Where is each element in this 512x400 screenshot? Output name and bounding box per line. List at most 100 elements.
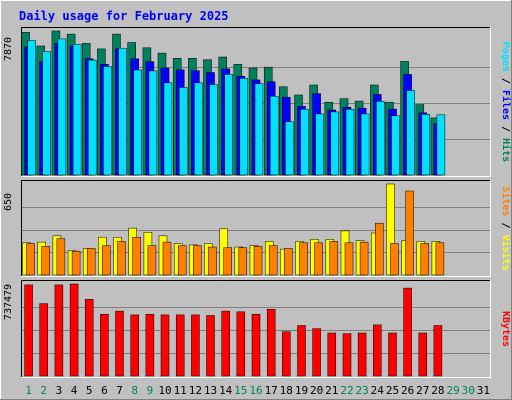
day-label-17: 17 [265,384,278,397]
bar-kbytes-day-24 [373,324,382,377]
day-label-11: 11 [174,384,187,397]
bar-sites-day-14 [223,247,232,276]
bar-pages-day-11 [178,87,188,176]
legend-hits: Hits [500,138,512,162]
bar-sites-day-13 [208,246,217,276]
day-label-24: 24 [371,384,385,397]
bar-pages-day-25 [391,115,400,176]
day-label-7: 7 [116,384,123,397]
bar-pages-day-27 [421,114,431,176]
bar-sites-day-23 [359,241,369,276]
bar-sites-day-6 [102,245,111,276]
day-label-28: 28 [431,384,444,397]
bar-kbytes-day-26 [403,287,412,377]
legend-separator: / [500,72,511,90]
day-label-27: 27 [416,384,429,397]
legend-sites: Sites [500,186,512,216]
chart-panels: 7870 Pages / Files / Hits 650 Sites / Visit… [3,27,512,378]
bar-pages-day-26 [406,90,415,176]
bar-pages-day-4 [72,43,82,176]
day-label-31: 31 [477,384,490,397]
bar-sites-day-28 [435,242,445,276]
day-label-8: 8 [131,384,138,397]
bar-kbytes-day-3 [54,284,64,377]
bar-kbytes-day-28 [433,325,443,377]
panel-legend: KBytes [500,311,511,347]
bar-sites-day-24 [375,222,384,276]
day-label-3: 3 [56,384,63,397]
bar-kbytes-day-7 [115,310,124,377]
bar-sites-day-25 [390,243,399,276]
bar-pages-day-20 [315,113,324,176]
bar-kbytes-day-23 [357,332,367,377]
panel-kbytes: 737479 KBytes [3,280,511,378]
day-label-30: 30 [462,384,475,397]
bar-sites-day-1 [26,243,35,276]
bar-sites-day-8 [132,236,141,276]
bar-sites-day-12 [193,245,202,276]
bar-pages-day-8 [133,69,142,176]
bar-kbytes-day-8 [130,314,139,377]
bar-sites-day-3 [56,238,66,276]
bar-sites-day-27 [420,243,430,276]
bar-kbytes-day-11 [175,314,185,377]
bar-kbytes-day-20 [312,328,321,377]
legend-visits: Visits [500,235,512,271]
bar-kbytes-day-15 [236,311,246,377]
bar-pages-day-18 [285,121,294,176]
bar-sites-day-22 [344,242,354,276]
bar-sites-day-9 [147,245,157,276]
bar-sites-day-26 [405,190,414,276]
day-label-13: 13 [204,384,217,397]
bar-kbytes-day-6 [100,313,109,377]
bar-sites-day-18 [284,248,293,276]
bar-pages-day-15 [239,78,249,176]
bar-kbytes-day-17 [266,309,276,377]
bar-pages-day-7 [118,47,127,176]
panel-max-label: 737479 [3,284,14,320]
bar-kbytes-day-1 [24,284,33,377]
day-label-5: 5 [86,384,93,397]
day-label-10: 10 [158,384,171,397]
day-label-19: 19 [295,384,308,397]
day-label-9: 9 [147,384,154,397]
chart-title: Daily usage for February 2025 [19,9,229,23]
day-label-18: 18 [280,384,293,397]
bar-kbytes-day-27 [418,332,428,377]
day-label-16: 16 [249,384,262,397]
bar-sites-day-17 [268,245,278,276]
bar-sites-day-20 [314,242,323,276]
bar-kbytes-day-16 [251,313,261,377]
bar-pages-day-3 [57,38,67,176]
bar-pages-day-12 [194,82,203,176]
day-labels: 1 2 3 4 5 6 7 8 9 10 11 12 13 14 15 16 17 18 19 20 21 22 23 24 2… [25,384,490,397]
day-label-21: 21 [325,384,338,397]
day-label-29: 29 [446,384,459,397]
bar-sites-day-7 [117,241,126,276]
day-label-23: 23 [355,384,368,397]
panel-legend: Sites / Visits [500,186,512,270]
bar-sites-day-15 [238,247,248,276]
bar-pages-day-22 [345,109,355,176]
bar-kbytes-day-14 [221,310,230,377]
bar-sites-day-5 [86,248,96,276]
bar-pages-day-10 [163,82,173,176]
legend-separator: / [500,216,511,234]
bar-kbytes-day-19 [297,325,306,377]
day-label-6: 6 [101,384,108,397]
bar-pages-day-16 [254,83,264,176]
panel-hits-files-pages: 7870 Pages / Files / Hits [3,27,512,177]
panel-max-label: 7870 [3,37,14,61]
bar-pages-day-5 [87,59,97,176]
bar-kbytes-day-12 [191,314,200,377]
bar-pages-day-24 [376,101,385,176]
panel-legend: Pages / Files / Hits [500,42,512,162]
bar-sites-day-2 [41,246,50,276]
bar-pages-day-14 [224,74,233,176]
legend-files: Files [500,90,512,120]
bar-sites-day-19 [299,242,308,276]
bar-pages-day-28 [436,114,446,176]
bar-kbytes-day-18 [282,331,291,377]
legend-pages: Pages [500,42,511,72]
bar-kbytes-day-5 [84,299,94,377]
